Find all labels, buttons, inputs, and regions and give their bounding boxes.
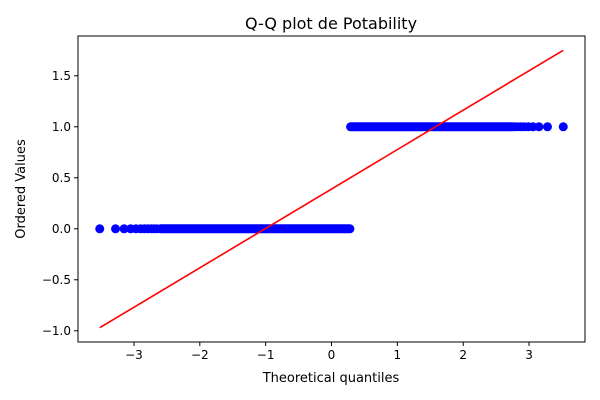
y-axis-ticks: −1.0 −0.5 0.0 0.5 1.0 1.5	[42, 69, 78, 338]
x-tick-label: −1	[257, 348, 275, 362]
scatter-point	[534, 122, 544, 132]
y-tick-label: 0.0	[52, 222, 71, 236]
scatter-point	[151, 224, 161, 234]
scatter-point	[558, 122, 568, 132]
fit-line	[99, 49, 564, 329]
x-axis-ticks: −3 −2 −1 0 1 2 3	[125, 342, 533, 362]
plot-marks	[95, 49, 568, 329]
scatter-point	[119, 224, 129, 234]
y-tick-label: 0.5	[52, 171, 71, 185]
y-axis-label: Ordered Values	[14, 139, 29, 239]
scatter-point	[111, 224, 121, 234]
x-axis-label: Theoretical quantiles	[262, 371, 400, 386]
scatter-point-band	[155, 224, 355, 234]
x-tick-label: 0	[328, 348, 336, 362]
scatter-point-band	[346, 122, 518, 132]
scatter-point	[95, 224, 105, 234]
x-tick-label: −2	[191, 348, 209, 362]
y-tick-label: −0.5	[42, 273, 71, 287]
y-tick-label: 1.5	[52, 69, 71, 83]
chart-title: Q-Q plot de Potability	[245, 14, 417, 33]
y-tick-label: 1.0	[52, 120, 71, 134]
x-tick-label: 3	[525, 348, 533, 362]
x-tick-label: −3	[125, 348, 143, 362]
x-tick-label: 1	[394, 348, 402, 362]
y-tick-label: −1.0	[42, 324, 71, 338]
x-tick-label: 2	[459, 348, 467, 362]
scatter-point	[542, 122, 552, 132]
